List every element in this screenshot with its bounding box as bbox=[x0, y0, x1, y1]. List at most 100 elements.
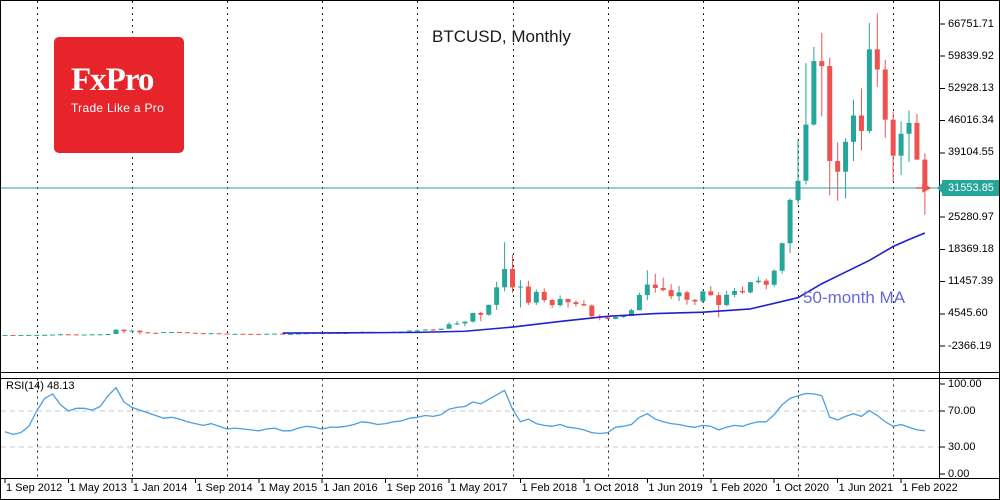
date-axis-label: 1 Sep 2016 bbox=[386, 482, 443, 494]
candle-body bbox=[581, 304, 587, 306]
candle-body bbox=[676, 292, 682, 297]
candle-body bbox=[700, 291, 706, 302]
candle-body bbox=[105, 333, 111, 335]
candle-body bbox=[264, 333, 270, 335]
candle-body bbox=[232, 333, 238, 335]
date-axis-label: 1 Oct 2020 bbox=[775, 482, 830, 494]
candle-body bbox=[176, 332, 182, 334]
candle-body bbox=[65, 334, 71, 336]
candle-body bbox=[628, 310, 634, 316]
candle-body bbox=[406, 330, 412, 332]
date-axis-label: 1 Sep 2014 bbox=[196, 482, 253, 494]
price-axis-label: 39104.55 bbox=[948, 146, 994, 159]
candle-body bbox=[613, 317, 619, 319]
date-axis-label: 1 Jan 2014 bbox=[132, 482, 188, 494]
candle-body bbox=[192, 332, 198, 334]
candle-body bbox=[446, 324, 452, 329]
candle-body bbox=[621, 315, 627, 318]
candle-body bbox=[129, 330, 135, 332]
candle-body bbox=[256, 333, 262, 335]
candle-body bbox=[692, 299, 698, 302]
date-axis-label: 1 May 2015 bbox=[259, 482, 318, 494]
date-axis-label: 1 Sep 2012 bbox=[6, 482, 63, 494]
candle-body bbox=[858, 115, 864, 131]
candle-body bbox=[732, 290, 738, 295]
candle-body bbox=[121, 329, 127, 332]
fxpro-logo-text: FxPro bbox=[71, 62, 154, 98]
candle-body bbox=[573, 302, 579, 305]
candle-body bbox=[890, 119, 896, 156]
candle-body bbox=[486, 304, 492, 315]
candle-body bbox=[906, 122, 912, 134]
candle-body bbox=[18, 334, 24, 336]
candle-body bbox=[779, 243, 785, 271]
candle-body bbox=[795, 180, 801, 200]
candle-body bbox=[771, 270, 777, 285]
rsi-indicator-label: RSI(14) 48.13 bbox=[6, 380, 75, 392]
candle-body bbox=[422, 329, 428, 331]
price-axis-label: -2366.19 bbox=[948, 339, 992, 352]
candle-body bbox=[724, 294, 730, 305]
candle-body bbox=[716, 295, 722, 305]
candle-body bbox=[811, 61, 817, 125]
candle-body bbox=[636, 295, 642, 311]
rsi-line bbox=[4, 386, 925, 436]
candle-body bbox=[835, 161, 841, 172]
price-axis-label: 66751.71 bbox=[948, 17, 994, 30]
candle-body bbox=[42, 334, 48, 336]
candle-body bbox=[161, 332, 167, 334]
candle-body bbox=[922, 159, 928, 188]
price-axis-label: 46016.34 bbox=[948, 114, 994, 127]
date-axis-label: 1 Jun 2019 bbox=[648, 482, 703, 494]
candle-body bbox=[652, 284, 658, 288]
fxpro-logo: FxPro Trade Like a Pro bbox=[54, 37, 184, 153]
candle-body bbox=[248, 333, 254, 335]
candle-body bbox=[478, 312, 484, 315]
price-axis-label: 18369.18 bbox=[948, 242, 994, 255]
candle-body bbox=[10, 334, 16, 336]
candle-body bbox=[454, 323, 460, 325]
candle-body bbox=[240, 333, 246, 335]
candle-body bbox=[438, 328, 444, 330]
candle-body bbox=[684, 292, 690, 300]
date-axis-label: 1 Feb 2018 bbox=[521, 482, 578, 494]
candle-body bbox=[430, 329, 436, 331]
candle-body bbox=[470, 312, 476, 322]
price-axis-label: 25280.97 bbox=[948, 210, 994, 223]
candle-body bbox=[2, 334, 8, 336]
candle-body bbox=[73, 334, 79, 336]
date-axis-label: 1 Feb 2020 bbox=[711, 482, 768, 494]
candle-body bbox=[414, 330, 420, 332]
date-axis-label: 1 Jan 2016 bbox=[323, 482, 378, 494]
candle-body bbox=[184, 332, 190, 334]
candle-body bbox=[208, 333, 214, 335]
candle-body bbox=[153, 332, 159, 334]
candle-body bbox=[660, 287, 666, 291]
candle-body bbox=[502, 269, 508, 288]
candle-body bbox=[145, 332, 151, 334]
candle-body bbox=[843, 141, 849, 172]
candle-body bbox=[589, 305, 595, 317]
date-axis-label: 1 May 2013 bbox=[69, 482, 127, 494]
candle-body bbox=[81, 334, 87, 336]
candle-body bbox=[708, 291, 714, 296]
date-axis-label: 1 Oct 2018 bbox=[584, 482, 639, 494]
candle-body bbox=[803, 124, 809, 181]
candle-body bbox=[517, 286, 523, 288]
candle-body bbox=[787, 199, 793, 244]
candle-body bbox=[216, 333, 222, 335]
candle-body bbox=[525, 286, 531, 303]
candle-body bbox=[34, 334, 40, 336]
candle-body bbox=[510, 269, 516, 288]
candle-body bbox=[668, 290, 674, 297]
candle-body bbox=[739, 290, 745, 293]
candle-body bbox=[747, 282, 753, 293]
price-axis-label: 52928.13 bbox=[948, 81, 994, 94]
candle-body bbox=[137, 330, 143, 333]
candle-body bbox=[565, 298, 571, 303]
date-axis-label: 1 May 2017 bbox=[450, 482, 508, 494]
candle-body bbox=[272, 333, 278, 335]
current-price-tag: 31553.85 bbox=[937, 180, 999, 196]
candle-body bbox=[605, 317, 611, 319]
